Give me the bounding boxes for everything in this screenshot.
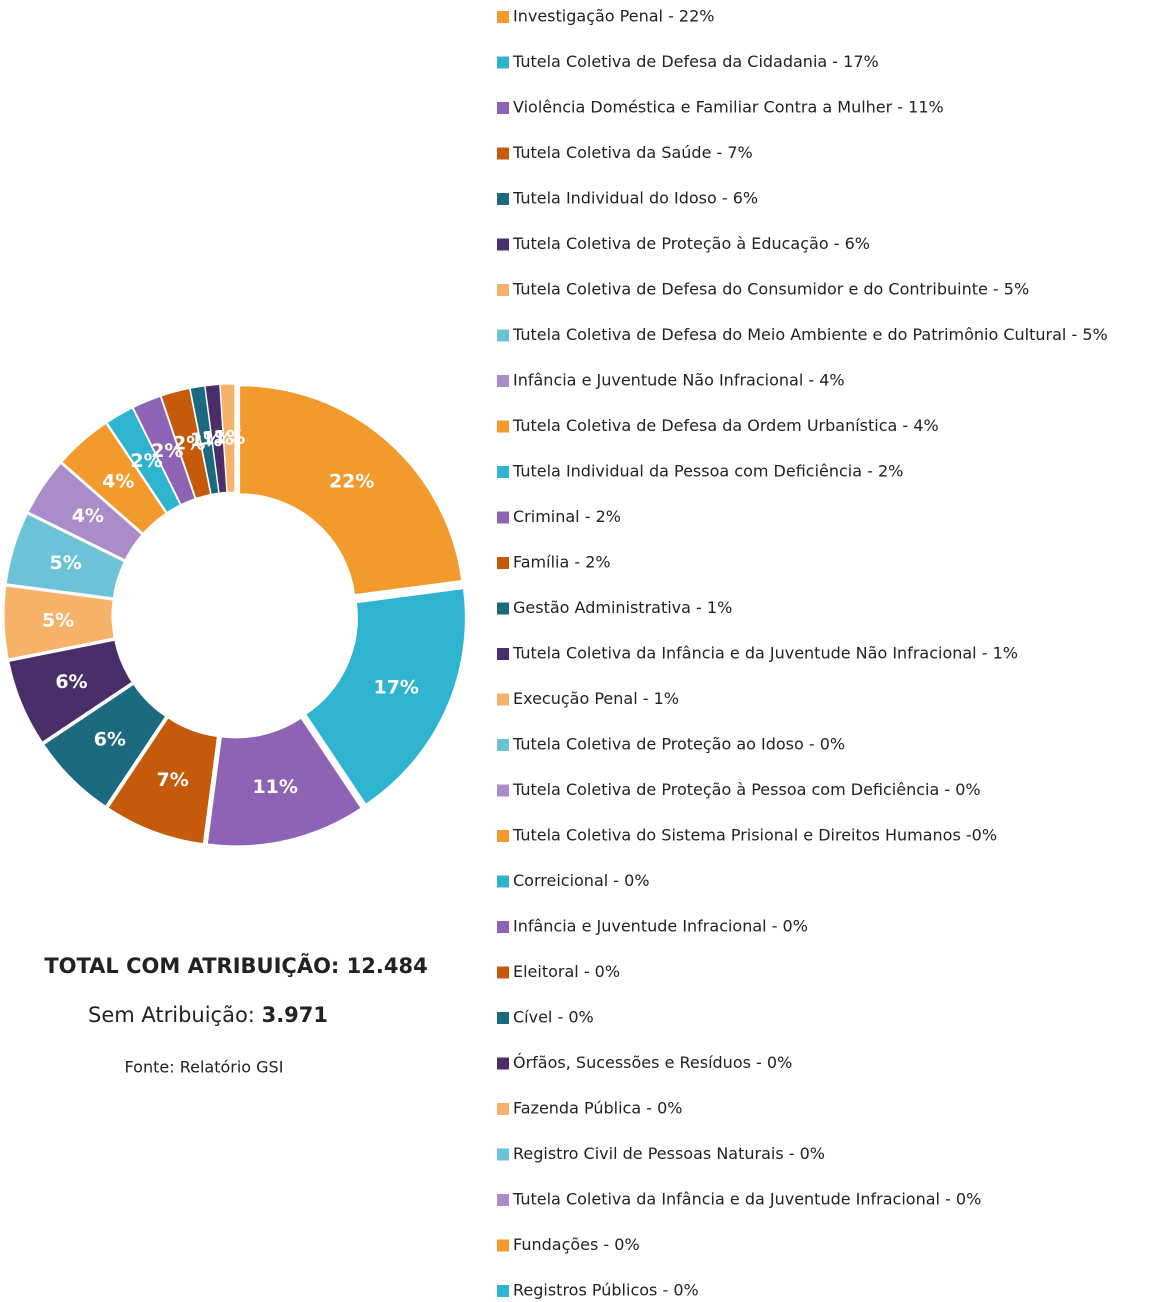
legend-label: Tutela Coletiva da Infância e da Juventu… (512, 1190, 981, 1209)
legend-label: Gestão Administrativa - 1% (513, 598, 732, 617)
donut-slice (27, 462, 143, 561)
slice-label: 2% (151, 440, 183, 462)
legend-label: Correicional - 0% (513, 871, 650, 890)
legend-label: Fazenda Pública - 0% (513, 1099, 682, 1118)
legend-label: Tutela Coletiva do Sistema Prisional e D… (512, 826, 997, 845)
legend-swatch (497, 420, 509, 433)
donut-slice (239, 385, 463, 596)
legend-label: Tutela Individual da Pessoa com Deficiên… (512, 462, 903, 481)
legend-label: Eleitoral - 0% (513, 962, 620, 981)
legend-label: Tutela Coletiva de Proteção à Pessoa com… (512, 780, 981, 799)
donut-slice (43, 683, 167, 807)
legend-label: Tutela Coletiva de Defesa da Ordem Urban… (512, 416, 939, 435)
legend-swatch (497, 557, 509, 569)
legend-label: Fundações - 0% (513, 1235, 640, 1254)
donut-slice (206, 717, 362, 847)
slice-label: 2% (130, 450, 162, 472)
slice-label: 4% (72, 505, 104, 527)
legend-swatch (497, 375, 509, 387)
legend-label: Investigação Penal - 22% (513, 7, 714, 26)
slice-label: 6% (94, 729, 126, 751)
legend-swatch (497, 1194, 509, 1206)
slice-label: 5% (42, 609, 74, 631)
slice-label: 17% (373, 677, 418, 699)
total-without: Sem Atribuição: 3.971 (88, 1003, 328, 1027)
slice-label: 22% (329, 470, 374, 492)
legend-swatch (497, 1148, 509, 1161)
legend-label: Infância e Juventude Infracional - 0% (513, 917, 808, 936)
legend-label: Tutela Coletiva da Infância e da Juventu… (512, 644, 1018, 663)
legend-label: Violência Doméstica e Familiar Contra a … (513, 98, 944, 117)
legend-swatch (497, 329, 509, 342)
legend-label: Infância e Juventude Não Infracional - 4… (513, 371, 845, 390)
legend-swatch (497, 11, 509, 23)
total-with-label: TOTAL COM ATRIBUIÇÃO: (44, 953, 339, 978)
legend-label: Tutela Coletiva de Defesa do Consumidor … (512, 280, 1029, 299)
donut-slice (107, 717, 218, 845)
legend-label: Tutela Coletiva de Proteção ao Idoso - 0… (512, 735, 845, 754)
legend-label: Tutela Coletiva de Proteção à Educação -… (512, 234, 870, 253)
legend-label: Tutela Individual do Idoso - 6% (512, 189, 758, 208)
legend-swatch (497, 238, 509, 251)
donut-slice (3, 585, 115, 660)
legend-swatch (497, 1285, 509, 1297)
donut-slice (5, 513, 125, 599)
slice-label: 1% (202, 427, 234, 449)
legend-label: Registro Civil de Pessoas Naturais - 0% (513, 1144, 825, 1163)
legend-label: Família - 2% (513, 553, 611, 572)
slice-label: 6% (55, 671, 87, 693)
legend-swatch (497, 921, 509, 933)
legend-swatch (497, 466, 509, 478)
donut-slice (219, 383, 236, 493)
legend-swatch (497, 966, 509, 979)
legend-swatch (497, 875, 509, 888)
legend-label: Cível - 0% (513, 1008, 594, 1027)
legend-swatch (497, 1239, 509, 1252)
slice-label: 2% (173, 433, 205, 455)
legend-label: Execução Penal - 1% (513, 689, 679, 708)
legend-swatch (497, 739, 509, 751)
legend-swatch (497, 56, 509, 69)
legend-swatch (497, 830, 509, 842)
donut-slice (61, 422, 167, 534)
legend-swatch (497, 693, 509, 706)
total-with: TOTAL COM ATRIBUIÇÃO: 12.484 (44, 953, 427, 978)
legend-swatch (497, 602, 509, 615)
legend-label: Registros Públicos - 0% (513, 1281, 699, 1300)
slice-label: 4% (102, 470, 134, 492)
slice-label: 7% (157, 769, 189, 791)
legend-label: Criminal - 2% (513, 507, 621, 526)
total-with-value: 12.484 (347, 954, 428, 978)
legend-label: Tutela Coletiva da Saúde - 7% (512, 143, 753, 162)
source: Fonte: Relatório GSI (125, 1058, 284, 1077)
donut-slice (8, 639, 133, 743)
legend-label: Órfãos, Sucessões e Resíduos - 0% (513, 1053, 792, 1072)
legend-swatch (497, 102, 509, 114)
legend-swatch (497, 284, 509, 296)
legend-swatch (497, 1057, 509, 1070)
legend-swatch (497, 511, 509, 524)
slice-label: 1% (213, 427, 245, 449)
legend-swatch (497, 147, 509, 160)
slice-label: 1% (190, 429, 222, 451)
legend-swatch (497, 193, 509, 205)
legend-label: Tutela Coletiva de Defesa do Meio Ambien… (512, 325, 1108, 344)
donut-slice (106, 407, 181, 514)
donut-slice (305, 588, 466, 805)
slice-label: 5% (49, 552, 81, 574)
donut-slice (132, 395, 196, 506)
slice-label: 11% (252, 776, 297, 798)
total-without-value: 3.971 (262, 1003, 328, 1027)
legend-swatch (497, 1103, 509, 1115)
donut-slice (160, 387, 212, 500)
total-without-label: Sem Atribuição: (88, 1003, 255, 1027)
legend-swatch (497, 784, 509, 797)
legend-swatch (497, 1012, 509, 1024)
legend-label: Tutela Coletiva de Defesa da Cidadania -… (512, 52, 879, 71)
legend-swatch (497, 648, 509, 660)
